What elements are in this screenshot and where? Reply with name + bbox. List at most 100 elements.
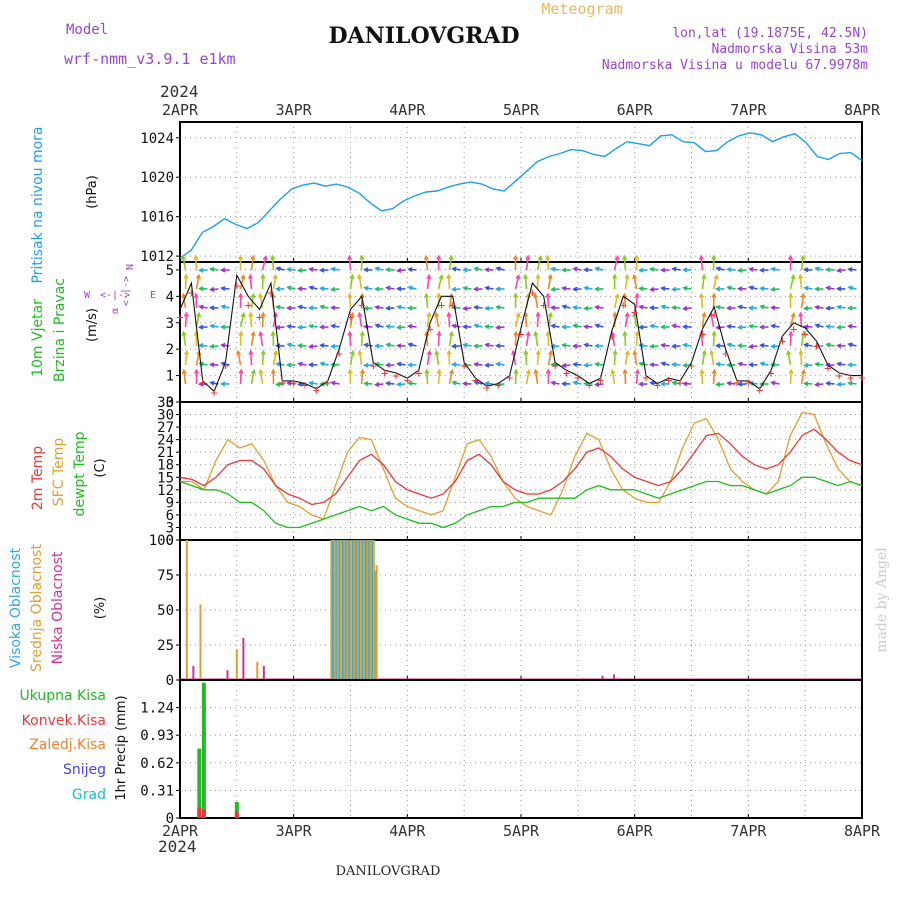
wind-arrowhead xyxy=(638,381,644,387)
wind-arrow xyxy=(349,275,354,290)
wind-gust-mark: + xyxy=(779,334,786,348)
wind-arrowhead xyxy=(770,266,776,272)
precip-legend-conv: Konvek.Kisa xyxy=(22,713,106,729)
wind-arrow xyxy=(194,255,198,271)
wind-arrowhead xyxy=(790,273,796,280)
wind-arrowhead xyxy=(349,273,355,280)
wind-arrowhead xyxy=(798,349,804,355)
wind-arrowhead xyxy=(612,311,618,317)
wind-arrowhead xyxy=(349,311,355,318)
wind-arrowhead xyxy=(240,311,246,318)
wind-arrowhead xyxy=(181,254,187,261)
wind-arrowhead xyxy=(583,342,589,348)
wind-arrow xyxy=(800,332,805,347)
wind-arrowhead xyxy=(612,273,618,279)
wind-arrowhead xyxy=(363,362,369,368)
wind-arrowhead xyxy=(545,254,551,260)
wind-arrowhead xyxy=(209,362,215,368)
pressure-panel: 1012 1016 1020 1024 xyxy=(140,121,863,265)
wind-arrowhead xyxy=(330,286,336,292)
wind-arrowhead xyxy=(473,304,479,311)
wind-arrowhead xyxy=(385,305,391,311)
wind-arrowhead xyxy=(748,323,754,329)
wind-arrowhead xyxy=(396,343,402,349)
cloud-bar xyxy=(360,540,362,680)
compass-s: α xyxy=(110,308,121,314)
y-tick-label: 2 xyxy=(166,342,174,358)
wind-arrowhead xyxy=(407,305,413,311)
wind-arrowhead xyxy=(407,342,413,348)
wind-arrowhead xyxy=(198,361,204,367)
wind-arrow xyxy=(799,274,803,290)
wind-arrow xyxy=(195,313,200,328)
wind-gust-mark: + xyxy=(608,329,615,343)
wind-arrowhead xyxy=(737,361,743,367)
wind-arrowhead xyxy=(770,380,776,386)
wind-arrowhead xyxy=(220,304,226,310)
wind-arrowhead xyxy=(800,330,806,337)
wind-arrow xyxy=(426,275,431,290)
wind-arrowhead xyxy=(671,343,677,349)
wind-arrowhead xyxy=(193,368,200,374)
wind-arrowhead xyxy=(209,286,215,292)
wind-arrowhead xyxy=(451,380,457,386)
wind-arrowhead xyxy=(423,254,429,261)
wind-arrowhead xyxy=(238,330,244,336)
wind-arrowhead xyxy=(297,324,303,330)
wind-arrowhead xyxy=(770,305,776,311)
wind-arrowhead xyxy=(847,362,853,368)
wind-arrowhead xyxy=(275,304,281,310)
wind-arrowhead xyxy=(260,273,266,279)
wind-arrowhead xyxy=(632,273,638,280)
wind-arrowhead xyxy=(814,323,820,329)
wind-arrowhead xyxy=(737,286,743,292)
wind-arrowhead xyxy=(594,304,600,310)
wind-arrowhead xyxy=(649,266,655,272)
cloud-bar xyxy=(351,540,354,680)
wind-arrowhead xyxy=(181,330,187,337)
cloud-bar xyxy=(350,540,352,680)
wind-gust-mark: + xyxy=(279,376,286,390)
wind-arrowhead xyxy=(825,380,831,387)
wind-arrowhead xyxy=(759,361,765,367)
wind-arrowhead xyxy=(748,266,754,272)
y-tick-label: 100 xyxy=(149,533,174,549)
cloud-bar xyxy=(353,540,356,680)
wind-arrowhead xyxy=(535,349,541,355)
wind-arrowhead xyxy=(385,380,391,387)
wind-arrowhead xyxy=(209,323,215,329)
wind-arrowhead xyxy=(660,361,666,367)
wind-arrowhead xyxy=(286,323,292,330)
wind-arrowhead xyxy=(612,349,618,355)
wind-arrowhead xyxy=(634,368,640,374)
wind-gust-mark: + xyxy=(517,327,524,341)
wind-arrow xyxy=(633,351,638,366)
y-tick-label: 0.31 xyxy=(140,783,174,799)
wind-arrowhead xyxy=(451,343,457,349)
wind-gust-mark: + xyxy=(642,371,649,385)
wind-gust-mark: + xyxy=(733,376,740,390)
wind-arrowhead xyxy=(594,381,600,387)
wind-arrowhead xyxy=(374,381,380,387)
wind-arrowhead xyxy=(473,286,479,292)
wind-speed-line xyxy=(179,273,862,393)
cloud-bar xyxy=(363,540,365,680)
wind-arrow xyxy=(425,255,429,271)
wind-arrowhead xyxy=(424,330,430,336)
wind-arrowhead xyxy=(561,285,567,291)
wind-arrow xyxy=(184,350,188,366)
wind-arrowhead xyxy=(359,292,365,298)
wind-arrowhead xyxy=(836,343,842,349)
cloud-bar xyxy=(226,670,229,680)
wind-arrowhead xyxy=(451,323,457,329)
y-tick-label: 0 xyxy=(166,533,174,549)
wind-arrow xyxy=(182,370,187,385)
wind-arrow xyxy=(514,369,518,385)
y-tick-label: 25 xyxy=(157,638,174,654)
wind-arrowhead xyxy=(209,380,215,386)
wind-arrowhead xyxy=(682,267,688,273)
wind-arrowhead xyxy=(583,362,589,368)
wind-arrow xyxy=(272,275,277,290)
wind-arrowhead xyxy=(550,362,556,368)
wind-gust-mark: + xyxy=(245,298,252,312)
